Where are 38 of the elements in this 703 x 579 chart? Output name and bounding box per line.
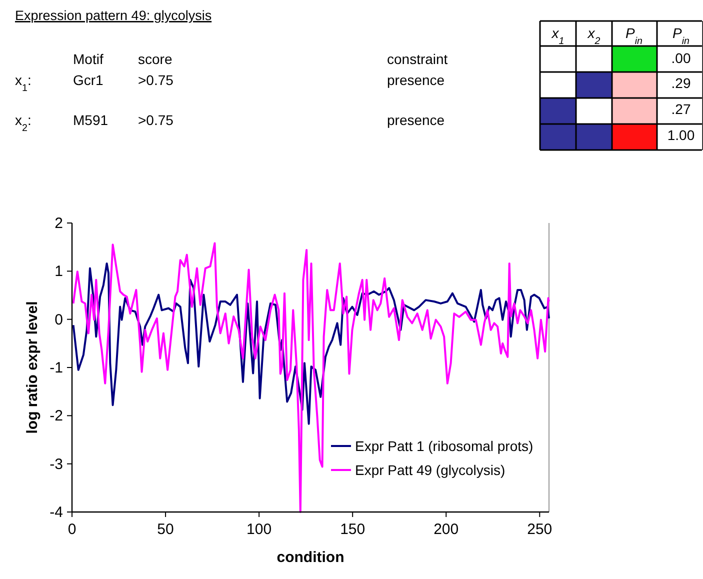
text: P$_{in}$ xyxy=(626,25,642,46)
legend-label: Expr Patt 49 (glycolysis) xyxy=(355,462,506,478)
text: M591 xyxy=(73,112,108,128)
text: Motif xyxy=(73,51,104,67)
text: x$_{1}$ xyxy=(550,25,564,46)
text: presence xyxy=(387,72,445,88)
text: 1.00 xyxy=(667,127,695,143)
text: .29 xyxy=(671,75,691,91)
text: Gcr1 xyxy=(73,72,104,88)
x-tick-label: 50 xyxy=(157,521,174,538)
text: constraint xyxy=(387,51,448,67)
y-axis-title: log ratio expr level xyxy=(24,301,41,434)
x-tick-label: 100 xyxy=(246,521,272,538)
y-tick-label: -3 xyxy=(50,456,63,473)
text: presence xyxy=(387,112,445,128)
text: x$_{1}$: xyxy=(15,72,32,94)
x-tick-label: 150 xyxy=(340,521,366,538)
y-tick-label: -4 xyxy=(50,504,63,521)
text: .27 xyxy=(671,101,691,117)
text: score xyxy=(138,51,172,67)
x-tick-label: 0 xyxy=(68,521,76,538)
y-tick-label: 1 xyxy=(54,263,63,280)
text: x$_{2}$: xyxy=(15,112,32,134)
y-tick-label: -2 xyxy=(50,408,63,425)
x-tick-label: 250 xyxy=(527,521,552,538)
y-tick-label: -1 xyxy=(50,360,63,376)
text: .00 xyxy=(671,50,691,66)
y-tick-label: 2 xyxy=(54,215,63,232)
text: P$_{in}$ xyxy=(672,25,690,46)
text: Expression pattern 49: glycolysis xyxy=(15,8,212,23)
text: x$_{2}$ xyxy=(586,25,601,46)
y-tick-label: 0 xyxy=(54,311,63,328)
x-tick-label: 200 xyxy=(434,521,459,538)
legend-label: Expr Patt 1 (ribosomal prots) xyxy=(355,438,534,454)
x-axis-title: condition xyxy=(276,549,344,566)
text: >0.75 xyxy=(138,112,174,128)
text: >0.75 xyxy=(138,72,174,88)
line-series xyxy=(72,262,550,425)
